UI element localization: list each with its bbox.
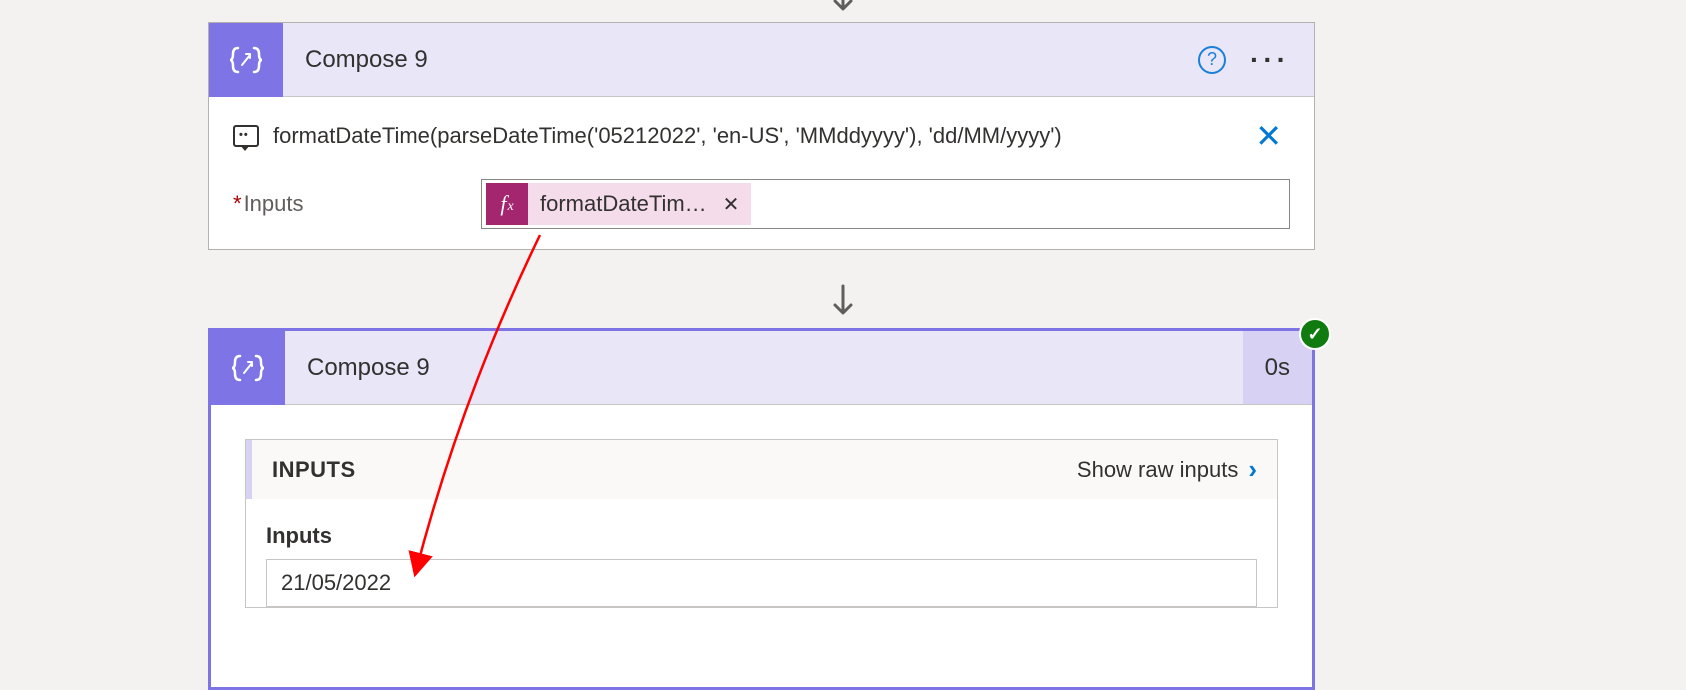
help-icon[interactable]: ? [1198,46,1226,74]
inputs-field[interactable]: fx formatDateTim… ✕ [481,179,1290,229]
action-card-compose-run[interactable]: Compose 9 0s INPUTS Show raw inputs › In… [208,328,1315,690]
show-raw-inputs-link[interactable]: Show raw inputs › [1077,454,1257,485]
chevron-right-icon: › [1248,454,1257,485]
card-header[interactable]: Compose 9 ? ··· [209,23,1314,97]
expression-text: formatDateTime(parseDateTime('05212022',… [273,123,1241,149]
close-icon[interactable]: ✕ [1255,117,1282,155]
panel-body: Inputs 21/05/2022 [246,499,1277,607]
field-value: 21/05/2022 [266,559,1257,607]
expression-token[interactable]: fx formatDateTim… ✕ [486,183,751,225]
action-card-compose-edit[interactable]: Compose 9 ? ··· •• formatDateTime(parseD… [208,22,1315,250]
success-check-icon: ✓ [1299,318,1331,350]
expression-comment-row: •• formatDateTime(parseDateTime('0521202… [233,117,1290,155]
panel-header: INPUTS Show raw inputs › [246,440,1277,499]
card-title: Compose 9 [305,46,1198,74]
token-remove-icon[interactable]: ✕ [719,192,752,217]
compose-icon [209,23,283,97]
card-header[interactable]: Compose 9 0s [211,331,1312,405]
inputs-parameter-row: *Inputs fx formatDateTim… ✕ [233,179,1290,229]
fx-icon: fx [486,183,528,225]
panel-title: INPUTS [272,457,356,483]
compose-icon [211,331,285,405]
inputs-panel: INPUTS Show raw inputs › Inputs 21/05/20… [245,439,1278,608]
card-title: Compose 9 [307,354,1243,382]
flow-connector-arrow-top [828,0,858,23]
card-body: •• formatDateTime(parseDateTime('0521202… [209,97,1314,249]
comment-icon: •• [233,125,259,147]
token-label: formatDateTim… [528,191,719,217]
more-menu-icon[interactable]: ··· [1250,44,1290,76]
field-label: Inputs [266,523,1257,549]
inputs-label: *Inputs [233,191,463,217]
flow-connector-arrow-middle [828,284,858,329]
